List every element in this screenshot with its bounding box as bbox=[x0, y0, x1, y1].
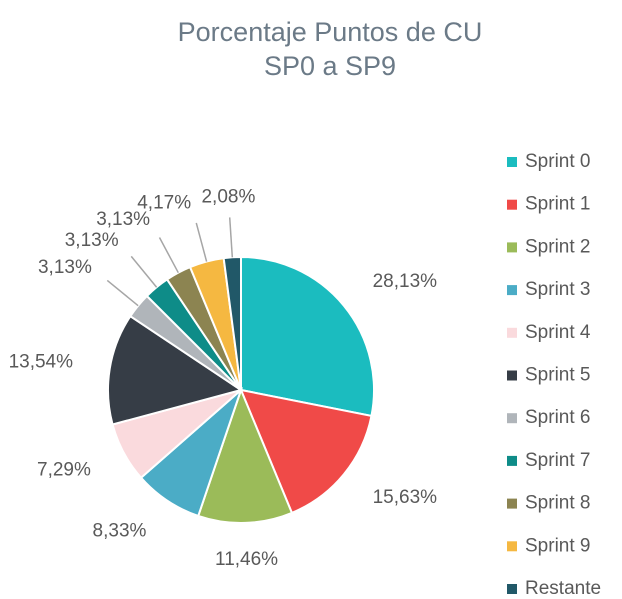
data-label: 8,33% bbox=[93, 521, 147, 542]
legend-label: Sprint 3 bbox=[525, 279, 590, 300]
legend-swatch bbox=[507, 584, 517, 594]
data-label: 3,13% bbox=[65, 230, 119, 251]
legend-swatch bbox=[507, 199, 517, 210]
data-label: 13,54% bbox=[9, 351, 74, 372]
legend-swatch bbox=[507, 242, 517, 253]
leader-line bbox=[158, 237, 179, 274]
pie-slice bbox=[222, 255, 242, 391]
legend-label: Sprint 5 bbox=[525, 365, 590, 386]
pie-slice bbox=[239, 388, 373, 515]
data-label: 2,08% bbox=[201, 187, 255, 208]
legend-swatch bbox=[507, 285, 517, 296]
legend-swatch bbox=[507, 455, 517, 466]
legend-label: Sprint 7 bbox=[525, 450, 590, 471]
legend-label: Sprint 1 bbox=[525, 194, 590, 215]
data-label: 3,13% bbox=[38, 257, 92, 278]
chart-title: Porcentaje Puntos de CU bbox=[178, 17, 483, 47]
legend-label: Sprint 4 bbox=[525, 322, 591, 343]
data-label: 3,13% bbox=[96, 209, 150, 230]
legend-label: Sprint 9 bbox=[525, 535, 590, 556]
legend-label: Restante bbox=[525, 578, 601, 599]
data-label: 15,63% bbox=[373, 487, 438, 508]
legend-swatch bbox=[507, 413, 517, 424]
legend-label: Sprint 8 bbox=[525, 493, 590, 514]
legend-swatch bbox=[507, 541, 517, 552]
data-label: 28,13% bbox=[373, 271, 438, 292]
pie-slice bbox=[240, 255, 375, 418]
legend-label: Sprint 0 bbox=[525, 151, 590, 172]
legend-swatch bbox=[507, 370, 517, 381]
legend-swatch bbox=[507, 327, 517, 338]
pie-slice bbox=[107, 314, 244, 426]
legend-label: Sprint 2 bbox=[525, 236, 590, 257]
leader-line bbox=[228, 217, 234, 258]
data-label: 7,29% bbox=[37, 459, 91, 480]
leader-line bbox=[195, 222, 208, 262]
legend-label: Sprint 6 bbox=[525, 407, 590, 428]
data-label: 4,17% bbox=[137, 193, 191, 214]
chart-title: SP0 a SP9 bbox=[264, 51, 396, 81]
leader-line bbox=[130, 255, 158, 288]
leader-line bbox=[106, 279, 139, 307]
pie-slice bbox=[196, 387, 294, 524]
data-label: 11,46% bbox=[215, 549, 278, 570]
legend-swatch bbox=[507, 498, 517, 509]
legend-swatch bbox=[507, 157, 517, 167]
